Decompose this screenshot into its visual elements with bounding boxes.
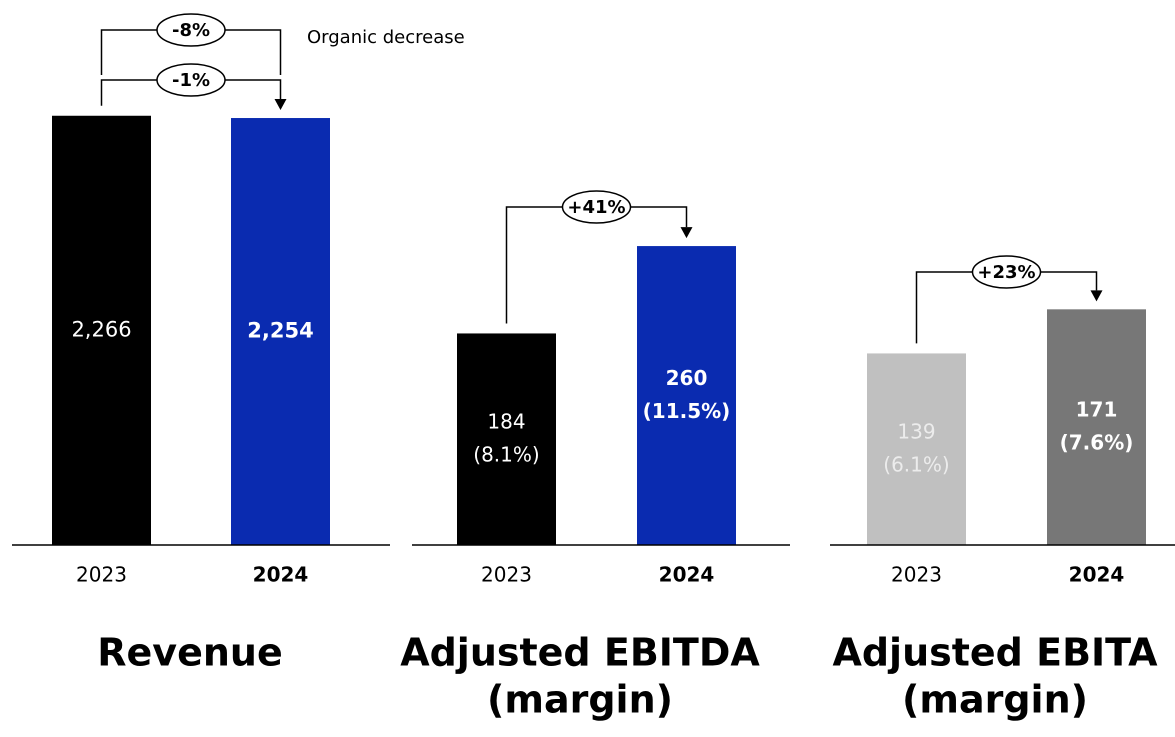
margin-label: (6.1%) [883,453,949,477]
margin-label: (11.5%) [643,399,731,423]
panel-title: (margin) [902,678,1088,722]
panel-title: Adjusted EBITDA [400,631,760,675]
x-tick-label: 2023 [76,563,127,587]
x-tick-label: 2023 [891,563,942,587]
change-label: -1% [172,70,210,91]
change-badge [156,13,226,47]
x-tick-label: 2024 [253,563,309,587]
change-badge [561,190,632,224]
value-label: 171 [1076,398,1118,422]
arrow-head [1090,290,1103,302]
change-note: Organic decrease [307,27,465,48]
value-label: 2,254 [247,319,313,343]
change-label: -8% [172,20,210,41]
change-label: +41% [567,197,625,218]
margin-label: (7.6%) [1060,431,1134,455]
change-badge [156,63,226,97]
x-tick-label: 2023 [481,563,532,587]
margin-label: (8.1%) [473,443,539,467]
panel-title: Revenue [97,631,282,675]
change-badge [971,255,1042,289]
panel-title: (margin) [487,678,673,722]
bar [231,118,330,546]
x-tick-label: 2024 [659,563,715,587]
value-label: 184 [487,410,525,434]
value-label: 139 [897,420,935,444]
bar [457,333,556,545]
bar [867,353,966,545]
value-label: 2,266 [71,317,131,341]
bar [52,115,151,546]
x-tick-label: 2024 [1069,563,1125,587]
value-label: 260 [666,366,708,390]
arrow-head [680,227,693,239]
arrow-head [274,99,287,111]
bar [637,246,736,545]
panel-title: Adjusted EBITA [832,631,1158,675]
bar [1047,309,1146,545]
change-label: +23% [977,262,1035,283]
